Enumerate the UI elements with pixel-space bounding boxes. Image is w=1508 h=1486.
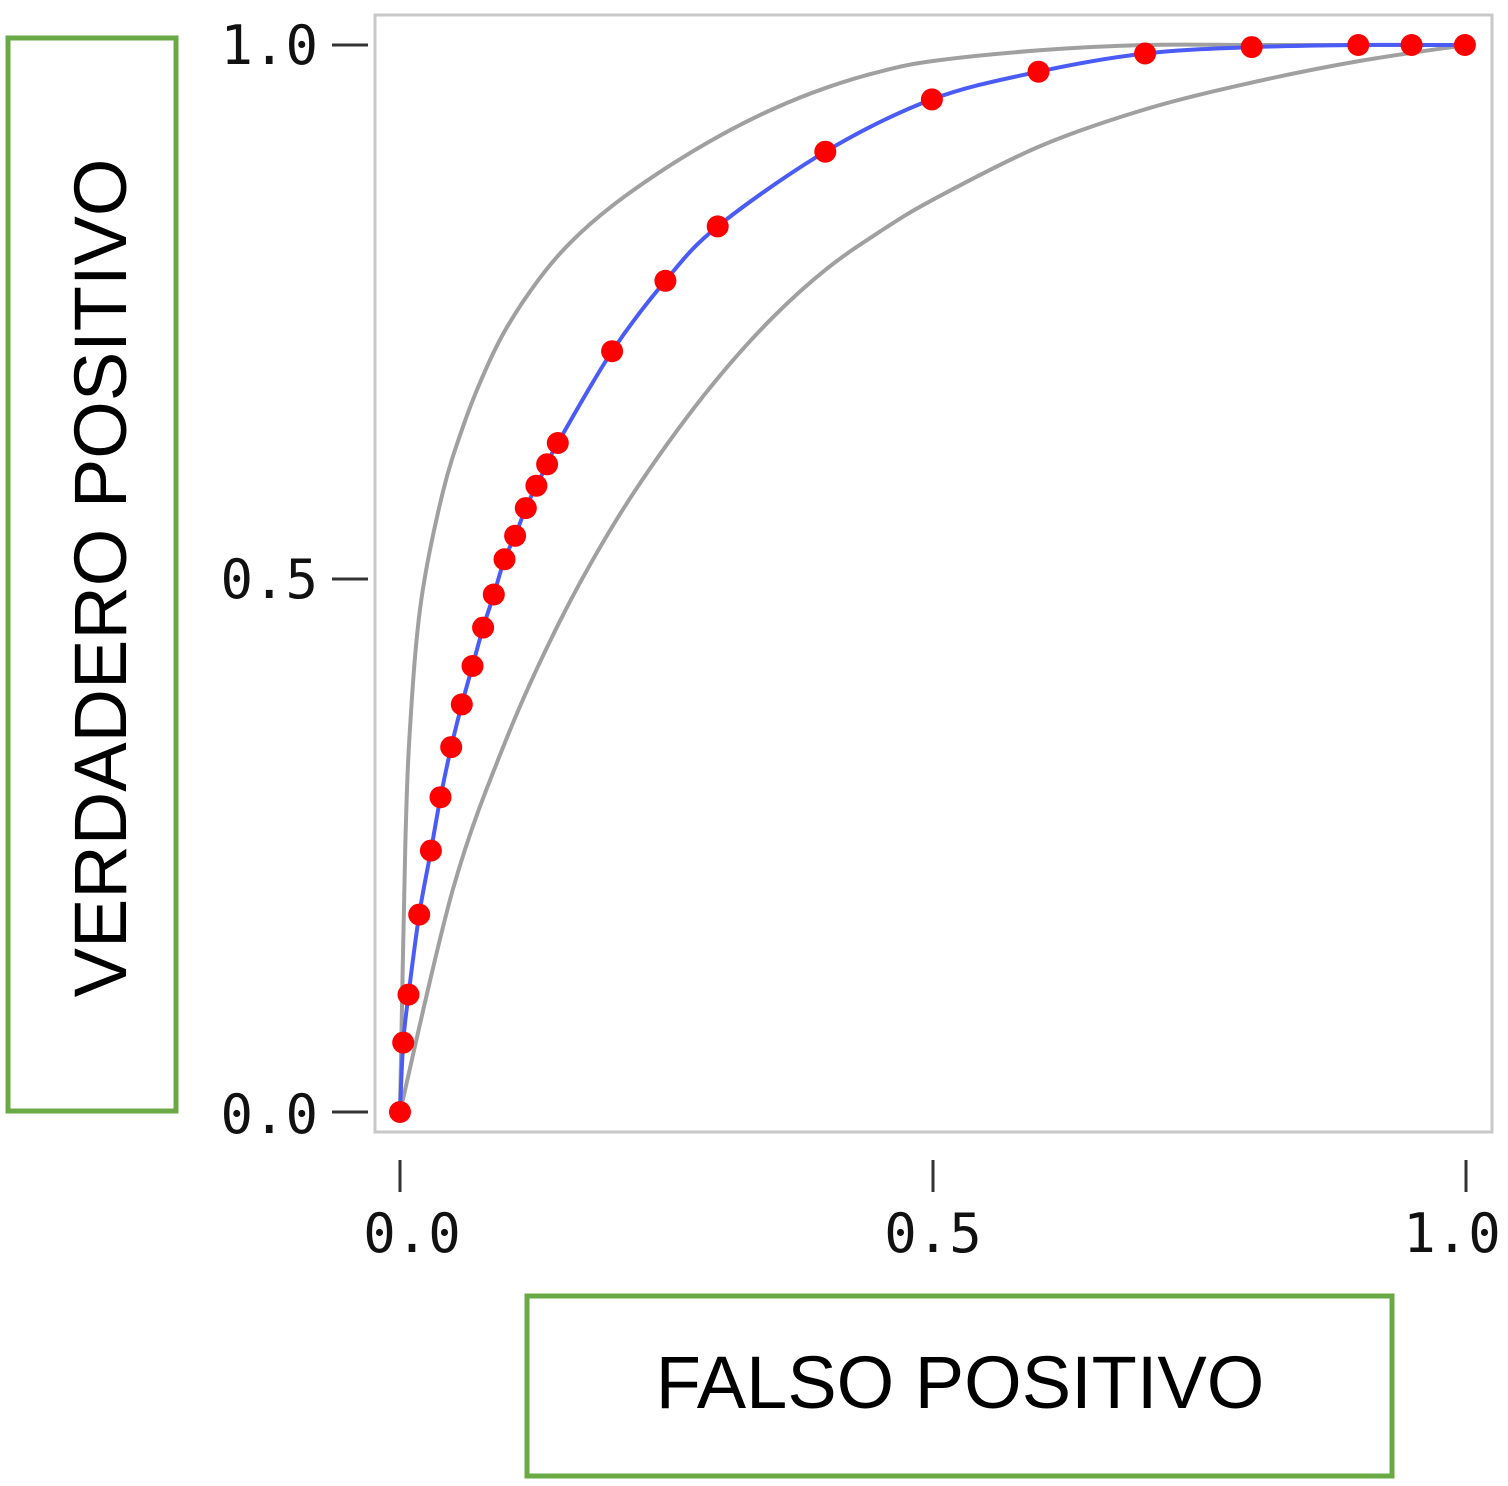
roc-point [504,524,527,547]
roc-point [440,736,463,759]
roc-point [408,903,431,926]
roc-point [1240,36,1263,59]
y-label-frame [5,35,179,1114]
roc-point [814,140,837,163]
roc-point [392,1031,415,1054]
roc-point [1400,34,1423,56]
roc-point [1134,42,1157,65]
roc-point [525,474,548,497]
x-tick-label: 1.0 [1403,1202,1501,1265]
x-axis-title: FALSO POSITIVO [656,1341,1265,1424]
x-tick-label: 0.0 [363,1202,461,1265]
roc-point [419,839,442,862]
y-axis-label-box: VERDADERO POSITIVO [5,35,179,1114]
roc-point [706,215,729,238]
upper-band-line [398,42,1466,1113]
roc-point [514,497,537,520]
roc-point [1027,60,1050,83]
y-tick-label: 0.5 [220,548,318,611]
roc-point [389,1101,411,1123]
roc-point [472,616,495,639]
roc-point [461,655,484,677]
roc-point [429,786,452,809]
x-label-frame [524,1293,1395,1479]
y-tick-label: 0.0 [220,1083,318,1146]
roc-point [920,88,943,111]
roc-point [654,269,677,292]
y-axis: 1.0 0.5 0.0 [220,14,368,1146]
roc-point [482,583,505,606]
x-tick-label: 0.5 [884,1202,982,1265]
y-axis-title: VERDADERO POSITIVO [59,159,142,998]
plot-frame [373,13,1494,1134]
y-tick-label: 1.0 [220,14,318,77]
roc-points [389,34,1476,1123]
lower-band-line [398,43,1467,1113]
roc-point [546,432,569,454]
roc-point [1347,34,1370,56]
x-axis: 0.0 0.5 1.0 [363,1160,1501,1265]
x-axis-label-box: FALSO POSITIVO [524,1293,1395,1479]
roc-point [601,340,624,363]
roc-point [536,453,559,476]
roc-point [1453,34,1476,56]
roc-point [493,548,516,571]
roc-point [450,693,473,716]
confidence-bands [398,42,1467,1113]
roc-point [397,983,420,1006]
